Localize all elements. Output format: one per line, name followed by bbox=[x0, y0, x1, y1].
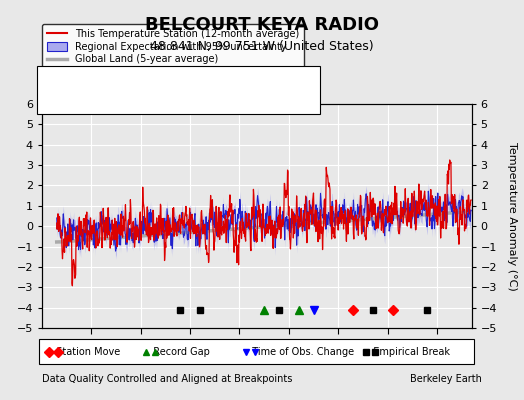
Y-axis label: Temperature Anomaly (°C): Temperature Anomaly (°C) bbox=[507, 142, 517, 290]
Text: Record Gap: Record Gap bbox=[147, 346, 210, 357]
Text: Empirical Break: Empirical Break bbox=[367, 346, 450, 357]
Text: 48.841 N, 99.751 W (United States): 48.841 N, 99.751 W (United States) bbox=[150, 40, 374, 53]
Text: Data Quality Controlled and Aligned at Breakpoints: Data Quality Controlled and Aligned at B… bbox=[42, 374, 292, 384]
Text: Berkeley Earth: Berkeley Earth bbox=[410, 374, 482, 384]
Text: Time of Obs. Change: Time of Obs. Change bbox=[246, 346, 354, 357]
Legend: This Temperature Station (12-month average), Regional Expectation with 95% uncer: This Temperature Station (12-month avera… bbox=[42, 24, 304, 69]
Text: BELCOURT KEYA RADIO: BELCOURT KEYA RADIO bbox=[145, 16, 379, 34]
Text: Station Move: Station Move bbox=[50, 346, 120, 357]
